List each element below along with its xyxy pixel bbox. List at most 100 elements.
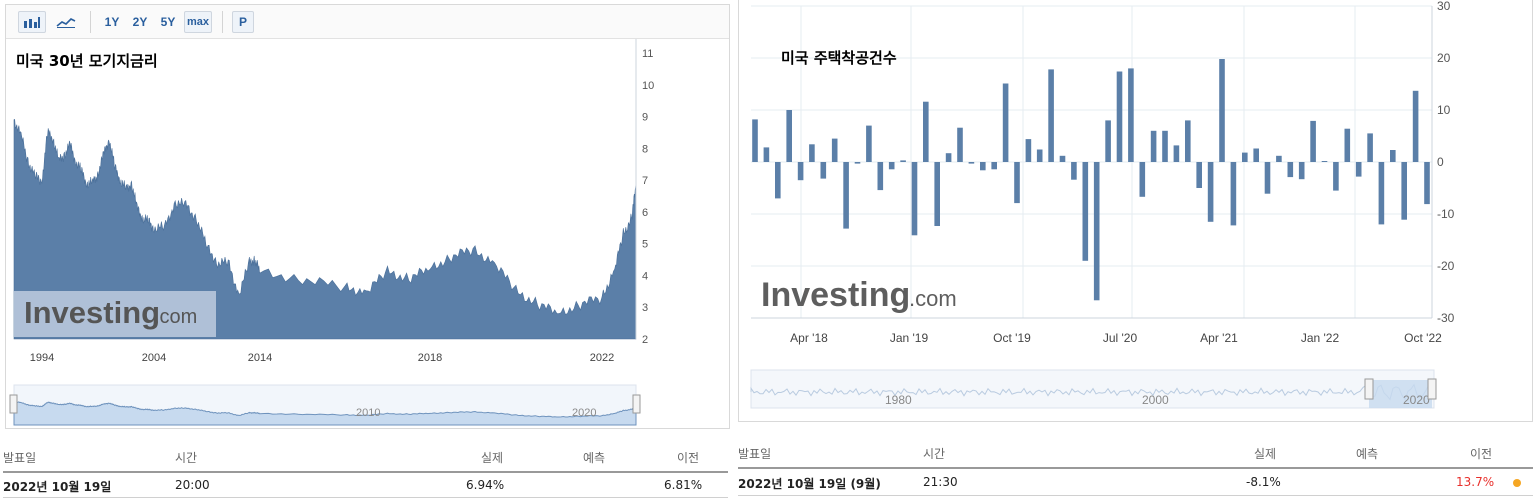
navigator-selection[interactable]	[1369, 380, 1432, 408]
bar	[809, 144, 815, 162]
table-divider	[3, 471, 728, 473]
y-tick-label: 20	[1437, 51, 1451, 65]
bar	[1036, 149, 1043, 162]
bar	[1093, 162, 1100, 301]
bar	[934, 162, 940, 226]
row-actual: -8.1%	[1246, 475, 1281, 489]
y-tick-label: 7	[642, 175, 648, 187]
y-tick-label: -10	[1437, 207, 1455, 221]
x-tick-label: Jul '20	[1103, 331, 1138, 345]
row-time: 20:00	[175, 478, 210, 492]
header-release-date: 발표일	[738, 447, 772, 461]
y-tick-label: -30	[1437, 311, 1455, 325]
bar	[752, 119, 758, 162]
watermark-brand: Investing	[761, 276, 910, 314]
bar-chart-icon[interactable]	[18, 11, 46, 33]
p-button[interactable]: P	[232, 11, 254, 33]
bar-chart-icon	[24, 17, 40, 28]
bar	[831, 138, 838, 162]
chart-title: 미국 30년 모기지금리	[16, 52, 158, 70]
bar	[1002, 83, 1009, 162]
bar	[1219, 59, 1225, 162]
bar	[1287, 162, 1294, 178]
bar	[1298, 162, 1305, 180]
table-divider	[738, 467, 1533, 469]
bar	[1059, 155, 1066, 162]
bar	[957, 127, 963, 162]
toolbar-separator	[222, 11, 223, 33]
range-2y-button[interactable]: 2Y	[132, 15, 148, 29]
bar	[1333, 162, 1339, 191]
bar	[843, 162, 849, 229]
range-5y-button[interactable]: 5Y	[160, 15, 176, 29]
bar	[1344, 128, 1351, 162]
row-actual: 6.94%	[466, 478, 505, 492]
x-tick-label: Apr '18	[790, 331, 828, 345]
table-bottom-line	[738, 495, 1533, 496]
y-tick-label: 4	[642, 270, 648, 282]
bar	[1207, 162, 1214, 222]
navigator-label-2020: 2020	[572, 407, 596, 419]
watermark-background	[14, 291, 216, 337]
bar	[1310, 120, 1316, 162]
navigator-right-handle[interactable]	[1427, 378, 1437, 400]
bar	[854, 162, 861, 164]
navigator-series	[13, 400, 637, 426]
bar	[1412, 90, 1419, 162]
row-release-date: 2022년 10월 19일	[3, 480, 112, 494]
navigator[interactable]: 1980 2000 2020	[750, 369, 1437, 409]
x-tick-label: Apr '21	[1200, 331, 1238, 345]
housing-starts-bar-chart: 30 20 10 0 -10 -20 -30 Apr '18 Jan '19 Oct '19 Ju…	[750, 0, 1455, 409]
watermark-suffix: .com	[909, 286, 957, 311]
bar	[1390, 150, 1396, 162]
bar	[1253, 148, 1259, 162]
range-max-button[interactable]: max	[184, 11, 212, 33]
bar	[763, 147, 770, 162]
bar	[877, 162, 884, 191]
header-forecast: 예측	[583, 451, 606, 465]
y-tick-label: 2	[642, 334, 648, 346]
mortgage-area-chart: 2 3 4 5 6 7 8 9 10 11 1994 2004 2014 2018 2022 Invest…	[9, 39, 654, 426]
navigator-left-handle[interactable]	[1364, 378, 1374, 400]
y-tick-label: 6	[642, 207, 648, 219]
bar	[1128, 68, 1134, 162]
range-1y-button[interactable]: 1Y	[104, 15, 120, 29]
bar	[1185, 120, 1191, 162]
bar	[1025, 139, 1032, 162]
bar	[775, 162, 781, 199]
bar	[900, 160, 906, 162]
line-chart-icon	[56, 18, 76, 28]
bar	[1048, 69, 1054, 162]
bar	[968, 162, 975, 164]
bar	[797, 162, 804, 181]
bar	[1116, 71, 1123, 162]
rate-area-series	[13, 118, 637, 340]
bar	[1082, 162, 1089, 261]
bar	[1367, 133, 1373, 162]
x-tick-label: 2022	[590, 352, 614, 364]
x-tick-label: 2018	[418, 352, 442, 364]
y-tick-label: 30	[1437, 0, 1451, 13]
bar	[1071, 162, 1077, 180]
navigator-left-handle[interactable]	[9, 394, 18, 414]
bar	[820, 162, 827, 179]
bar	[1196, 162, 1202, 188]
bar	[1230, 162, 1237, 226]
y-tick-label: 9	[642, 112, 648, 124]
navigator-series	[750, 383, 1433, 401]
navigator-label-1980: 1980	[885, 393, 912, 407]
y-tick-label: 11	[642, 48, 653, 60]
mortgage-rate-chart-panel: 1Y 2Y 5Y max P 2 3 4 5 6 7 8 9 10 11 1994 2004 2014…	[5, 4, 730, 429]
y-tick-label: 8	[642, 143, 648, 155]
bar	[1150, 130, 1157, 162]
header-time: 시간	[923, 447, 946, 461]
row-release-date: 2022년 10월 19일 (9월)	[738, 477, 881, 491]
navigator[interactable]: 2010 2020	[9, 384, 641, 426]
navigator-label-2000: 2000	[1142, 393, 1169, 407]
header-release-date: 발표일	[3, 451, 37, 465]
bar	[945, 153, 952, 162]
bar	[1173, 145, 1180, 162]
line-chart-icon[interactable]	[52, 11, 80, 33]
bar	[1401, 162, 1407, 220]
navigator-right-handle[interactable]	[632, 394, 641, 414]
